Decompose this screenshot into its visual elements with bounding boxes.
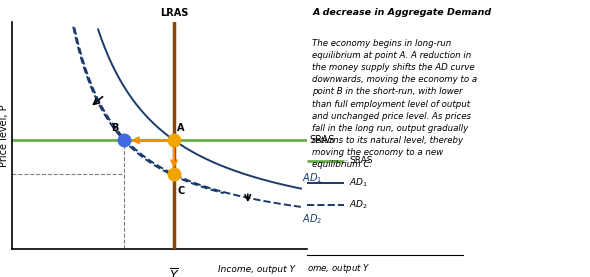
Text: SRAS: SRAS [310, 135, 335, 145]
Text: $AD_2$: $AD_2$ [302, 212, 323, 226]
Text: LRAS: LRAS [160, 7, 188, 18]
Text: $AD_1$: $AD_1$ [349, 176, 368, 189]
Text: $AD_1$: $AD_1$ [302, 171, 323, 185]
Text: The economy begins in long-run
equilibrium at point A. A reduction in
the money : The economy begins in long-run equilibri… [313, 39, 477, 169]
Text: B: B [111, 124, 118, 134]
Text: $\overline{Y}$: $\overline{Y}$ [169, 268, 179, 277]
Text: A: A [177, 124, 185, 134]
Text: A decrease in Aggregate Demand: A decrease in Aggregate Demand [313, 8, 491, 17]
Text: C: C [177, 186, 184, 196]
Text: SRAS: SRAS [349, 156, 373, 165]
Text: $AD_2$: $AD_2$ [349, 199, 368, 211]
Y-axis label: Price level, P: Price level, P [0, 104, 9, 167]
Text: ome, output $Y$: ome, output $Y$ [307, 262, 371, 275]
Text: Income, output Y: Income, output Y [218, 265, 295, 274]
